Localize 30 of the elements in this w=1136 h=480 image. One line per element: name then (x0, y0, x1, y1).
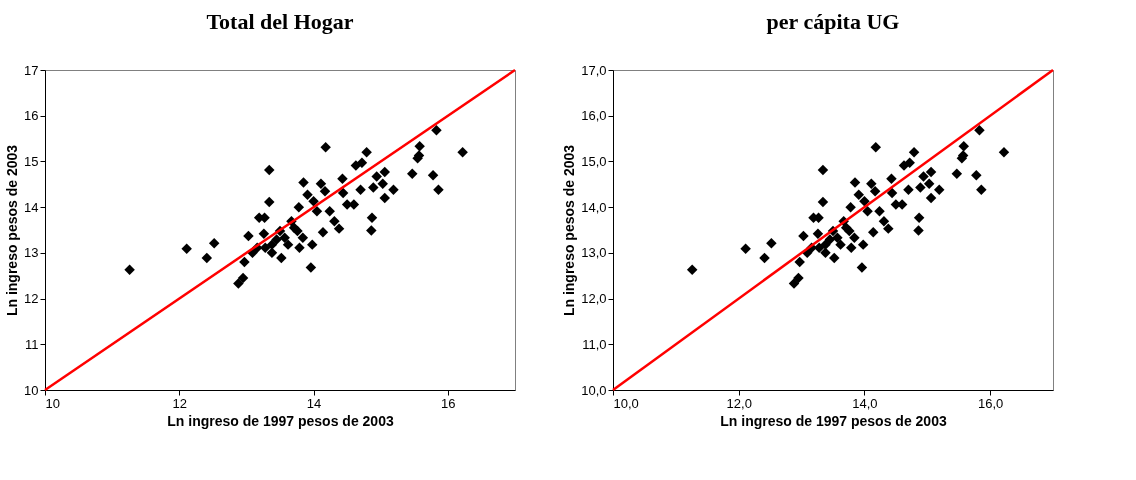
y-tick-label: 11,0 (582, 336, 607, 352)
y-tick-label: 13 (24, 245, 39, 261)
x-tick-label: 10,0 (613, 395, 639, 411)
x-tick-label: 16 (441, 395, 456, 411)
y-axis-title: Ln ingreso pesos de 2003 (4, 144, 21, 317)
y-tick-label: 16 (24, 108, 39, 124)
y-tick-label: 17 (24, 62, 39, 78)
y-axis-title: Ln ingreso pesos de 2003 (561, 144, 578, 317)
x-axis-title: Ln ingreso de 1997 pesos de 2003 (167, 412, 394, 429)
x-tick-label: 12 (172, 395, 188, 411)
y-tick-label: 10,0 (581, 382, 607, 398)
y-tick-label: 15,0 (581, 153, 607, 169)
x-tick-label: 10 (45, 395, 60, 411)
y-tick-label: 10 (24, 382, 39, 398)
y-tick-label: 12 (24, 291, 39, 307)
x-tick-label: 12,0 (726, 395, 752, 411)
x-tick-label: 14,0 (852, 395, 878, 411)
chart-title: Total del Hogar (206, 9, 354, 34)
y-tick-label: 15 (24, 153, 39, 169)
y-tick-label: 14 (24, 199, 39, 215)
x-axis-title: Ln ingreso de 1997 pesos de 2003 (720, 412, 947, 429)
y-tick-label: 12,0 (581, 291, 607, 307)
chart-title: per cápita UG (766, 9, 900, 34)
y-tick-label: 16,0 (581, 108, 607, 124)
x-tick-label: 16,0 (977, 395, 1004, 411)
y-tick-label: 13,0 (581, 245, 607, 261)
y-tick-label: 17,0 (581, 62, 607, 78)
x-tick-label: 14 (306, 395, 322, 411)
y-tick-label: 11 (25, 336, 39, 352)
y-tick-label: 14,0 (581, 199, 607, 215)
